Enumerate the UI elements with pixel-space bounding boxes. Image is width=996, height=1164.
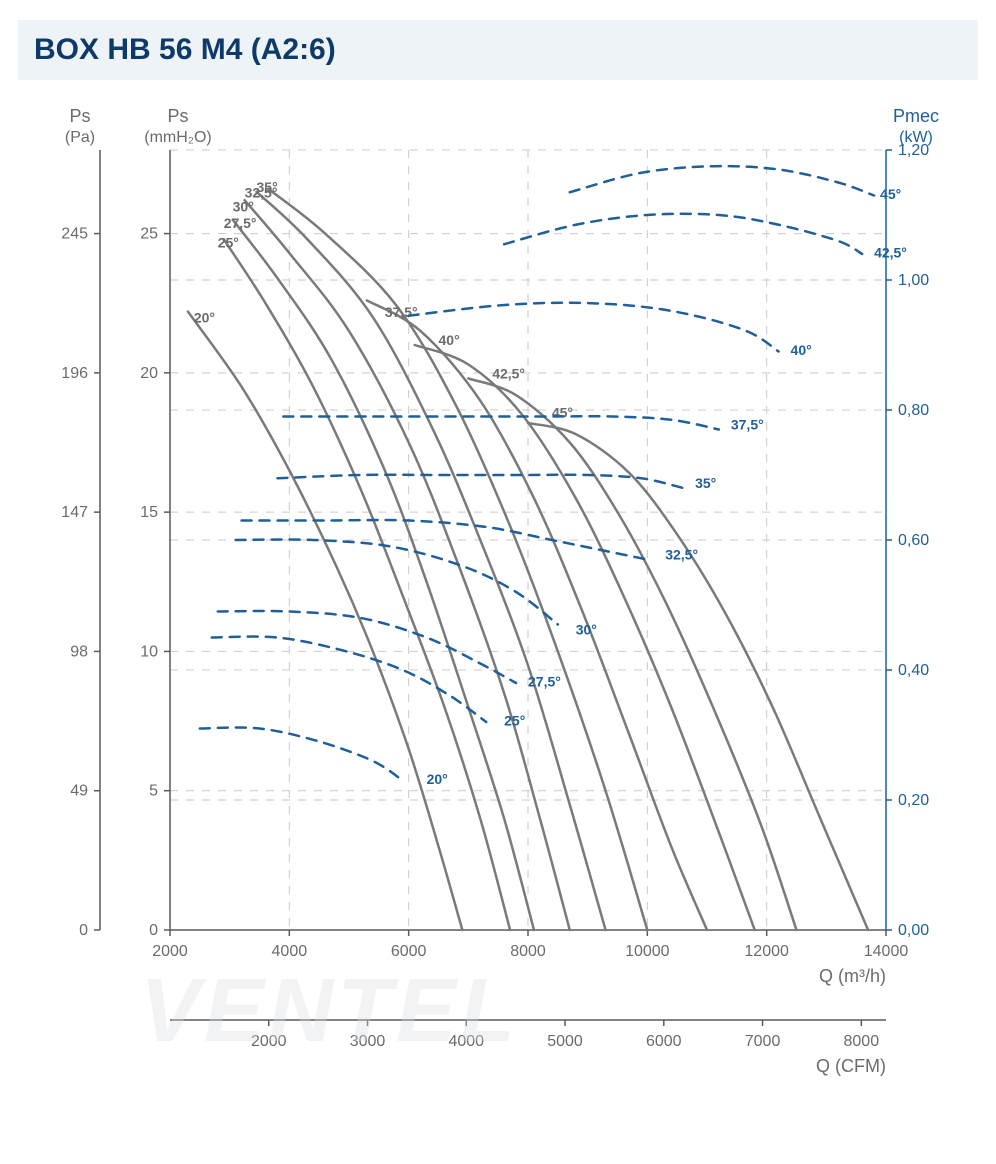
svg-text:(Pa): (Pa) xyxy=(65,129,95,146)
svg-text:42,5°: 42,5° xyxy=(492,365,525,381)
svg-text:0,40: 0,40 xyxy=(898,662,929,679)
svg-text:32,5°: 32,5° xyxy=(665,547,698,563)
svg-text:20°: 20° xyxy=(194,310,215,326)
svg-text:5: 5 xyxy=(149,783,158,800)
svg-text:10000: 10000 xyxy=(625,943,670,960)
svg-text:27,5°: 27,5° xyxy=(528,673,561,689)
chart-area: VENTEL 0510152025049981471962450,000,200… xyxy=(0,90,996,1150)
svg-text:7000: 7000 xyxy=(745,1033,781,1050)
svg-text:0: 0 xyxy=(149,922,158,939)
svg-text:2000: 2000 xyxy=(251,1033,287,1050)
svg-text:6000: 6000 xyxy=(391,943,427,960)
svg-text:12000: 12000 xyxy=(744,943,789,960)
svg-text:4000: 4000 xyxy=(272,943,308,960)
svg-text:8000: 8000 xyxy=(844,1033,880,1050)
svg-text:4000: 4000 xyxy=(448,1033,484,1050)
svg-text:8000: 8000 xyxy=(510,943,546,960)
svg-text:45°: 45° xyxy=(552,404,573,420)
svg-text:49: 49 xyxy=(70,783,88,800)
svg-text:0: 0 xyxy=(79,922,88,939)
svg-text:(mmH₂O): (mmH₂O) xyxy=(144,129,212,146)
title-bar: BOX HB 56 M4 (A2:6) xyxy=(18,20,978,80)
svg-text:25°: 25° xyxy=(218,235,239,251)
svg-text:98: 98 xyxy=(70,643,88,660)
svg-text:20: 20 xyxy=(140,365,158,382)
svg-text:2000: 2000 xyxy=(152,943,188,960)
svg-text:30°: 30° xyxy=(576,621,597,637)
svg-text:14000: 14000 xyxy=(864,943,909,960)
svg-text:35°: 35° xyxy=(695,475,716,491)
svg-text:196: 196 xyxy=(61,365,88,382)
svg-text:40°: 40° xyxy=(439,332,460,348)
svg-text:0,20: 0,20 xyxy=(898,792,929,809)
svg-text:25°: 25° xyxy=(504,712,525,728)
svg-text:245: 245 xyxy=(61,226,88,243)
svg-text:Pmec: Pmec xyxy=(893,106,939,126)
svg-text:6000: 6000 xyxy=(646,1033,682,1050)
svg-text:27,5°: 27,5° xyxy=(224,215,257,231)
svg-text:20°: 20° xyxy=(427,771,448,787)
svg-text:15: 15 xyxy=(140,504,158,521)
svg-text:40°: 40° xyxy=(791,342,812,358)
svg-text:0,00: 0,00 xyxy=(898,922,929,939)
svg-text:Q (CFM): Q (CFM) xyxy=(816,1056,886,1076)
svg-text:0,80: 0,80 xyxy=(898,402,929,419)
svg-text:42,5°: 42,5° xyxy=(874,244,907,260)
svg-text:37,5°: 37,5° xyxy=(385,304,418,320)
svg-text:3000: 3000 xyxy=(350,1033,386,1050)
svg-text:Ps: Ps xyxy=(167,106,188,126)
svg-text:5000: 5000 xyxy=(547,1033,583,1050)
svg-text:35°: 35° xyxy=(257,179,278,195)
svg-text:25: 25 xyxy=(140,226,158,243)
svg-text:10: 10 xyxy=(140,643,158,660)
svg-text:0,60: 0,60 xyxy=(898,532,929,549)
svg-text:Q (m³/h): Q (m³/h) xyxy=(819,966,886,986)
chart-title: BOX HB 56 M4 (A2:6) xyxy=(34,33,336,67)
svg-text:(kW): (kW) xyxy=(899,129,933,146)
svg-text:37,5°: 37,5° xyxy=(731,417,764,433)
svg-text:Ps: Ps xyxy=(69,106,90,126)
svg-text:1,00: 1,00 xyxy=(898,272,929,289)
chart-svg: 0 5 10 15 20 25 0 49 98 147 196 245 0,00 0,20 0,40 0,60… xyxy=(0,90,996,1150)
svg-text:30°: 30° xyxy=(233,198,254,214)
svg-text:45°: 45° xyxy=(880,186,901,202)
svg-text:147: 147 xyxy=(61,504,88,521)
